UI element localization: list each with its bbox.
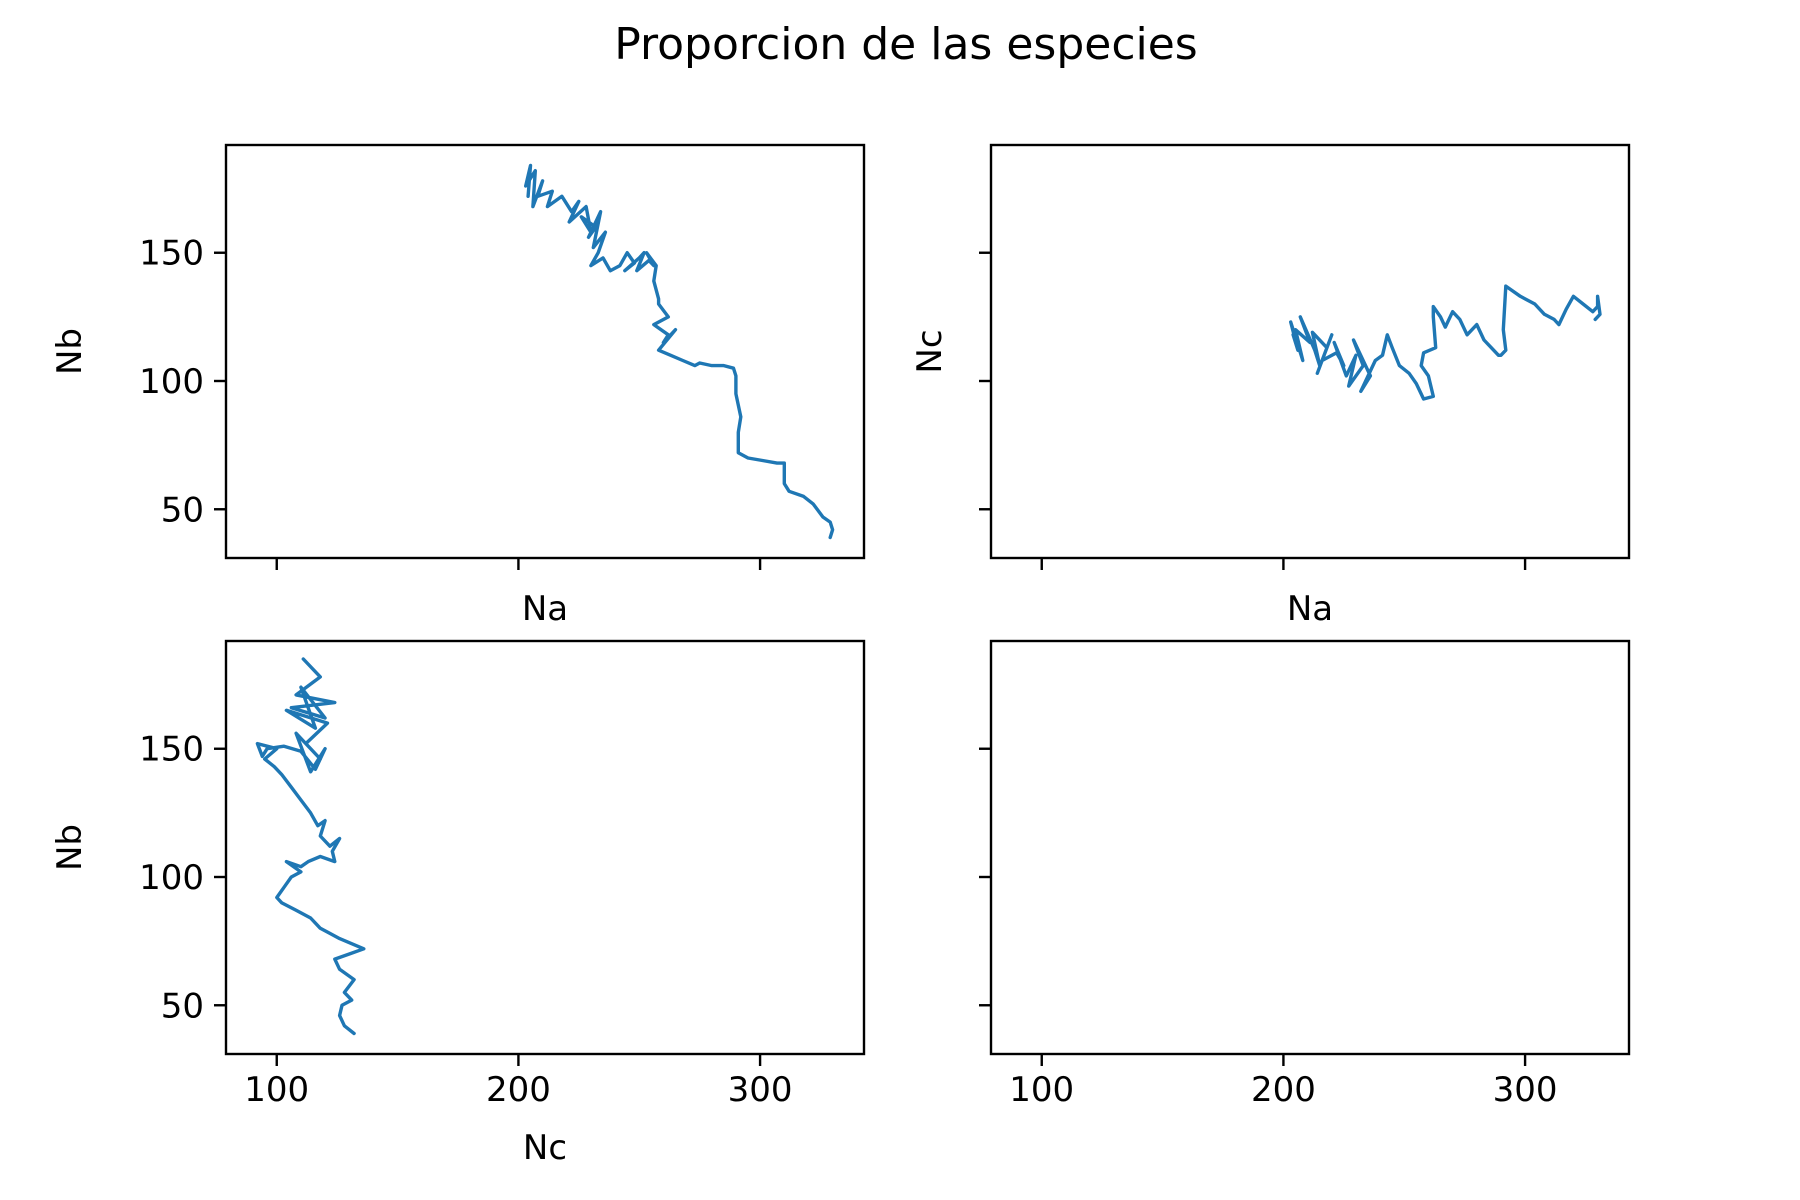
x-axis-label: Nc — [523, 1128, 567, 1168]
subplot-top-right: Na Nc — [910, 143, 1631, 629]
y-axis-label: Nb — [50, 824, 90, 871]
y-tick-label: 50 — [161, 986, 204, 1026]
subplot-bottom-right: 100 200 300 — [979, 639, 1631, 1110]
y-axis-label: Nc — [910, 329, 950, 373]
x-tick-label: 300 — [1493, 1070, 1558, 1110]
x-tick-label: 200 — [486, 1070, 551, 1110]
series-line-bottom-left — [255, 657, 366, 1036]
series-line-top-left — [524, 163, 835, 540]
subplot-top-left: 50 100 150 Na Nb — [50, 143, 866, 629]
y-tick-label: 100 — [139, 362, 204, 402]
y-tick-label: 50 — [161, 490, 204, 530]
axes-frame — [989, 639, 1631, 1056]
figure-title: Proporcion de las especies — [614, 19, 1197, 70]
y-tick-label: 150 — [139, 234, 204, 274]
x-tick-label: 200 — [1251, 1070, 1316, 1110]
y-tick-label: 150 — [139, 730, 204, 770]
x-tick-label: 100 — [1009, 1070, 1074, 1110]
axes-frame — [224, 639, 866, 1056]
axes-frame — [224, 143, 866, 560]
x-tick-label: 300 — [728, 1070, 793, 1110]
subplot-bottom-left: 100 200 300 50 100 150 Nc Nb — [50, 639, 866, 1168]
x-axis-label: Na — [522, 589, 568, 629]
x-axis-label: Na — [1287, 589, 1333, 629]
x-tick-label: 100 — [244, 1070, 309, 1110]
series-line-top-right — [1288, 284, 1602, 401]
y-axis-label: Nb — [50, 328, 90, 375]
y-tick-label: 100 — [139, 858, 204, 898]
axes-frame — [989, 143, 1631, 560]
